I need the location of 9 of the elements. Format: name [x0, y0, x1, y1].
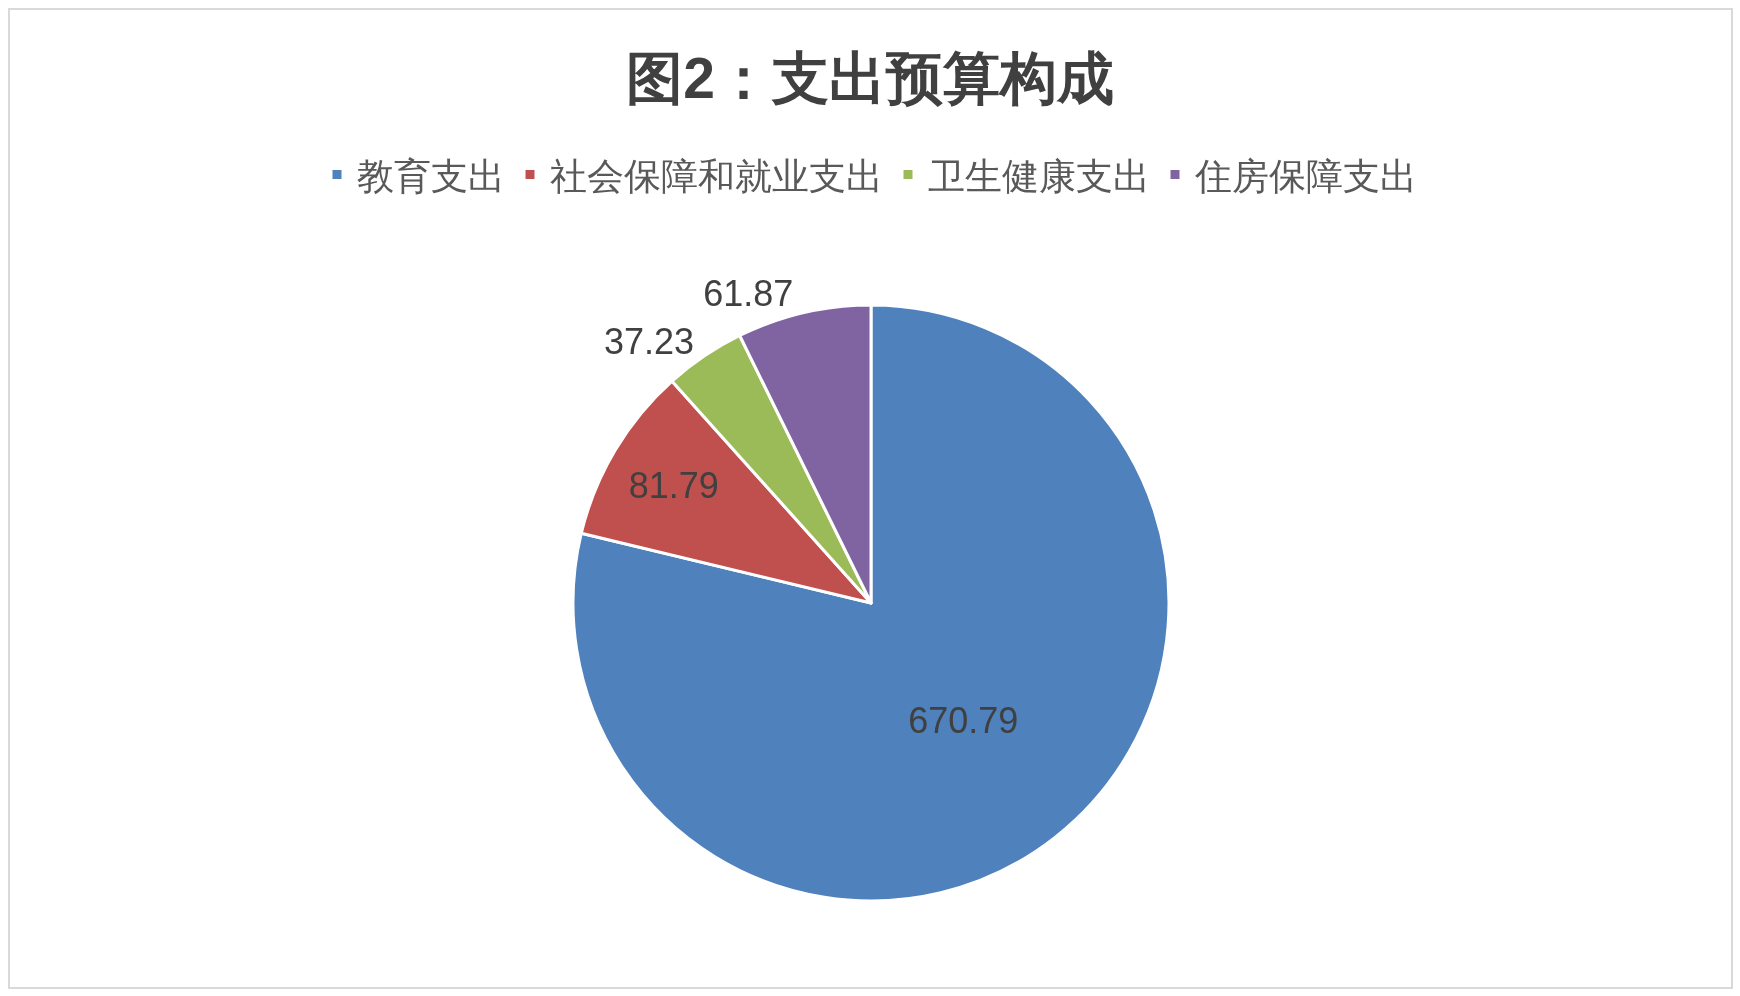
data-label: 81.79	[628, 464, 719, 506]
legend-label: 卫生健康支出	[928, 155, 1150, 197]
legend-label: 社会保障和就业支出	[550, 155, 883, 197]
data-label: 670.79	[908, 699, 1019, 741]
legend-label: 教育支出	[357, 155, 505, 197]
chart-title: 图2：支出预算构成	[626, 45, 1114, 110]
data-label: 61.87	[703, 272, 794, 314]
legend-label: 住房保障支出	[1194, 155, 1417, 197]
data-label: 37.23	[603, 321, 695, 363]
